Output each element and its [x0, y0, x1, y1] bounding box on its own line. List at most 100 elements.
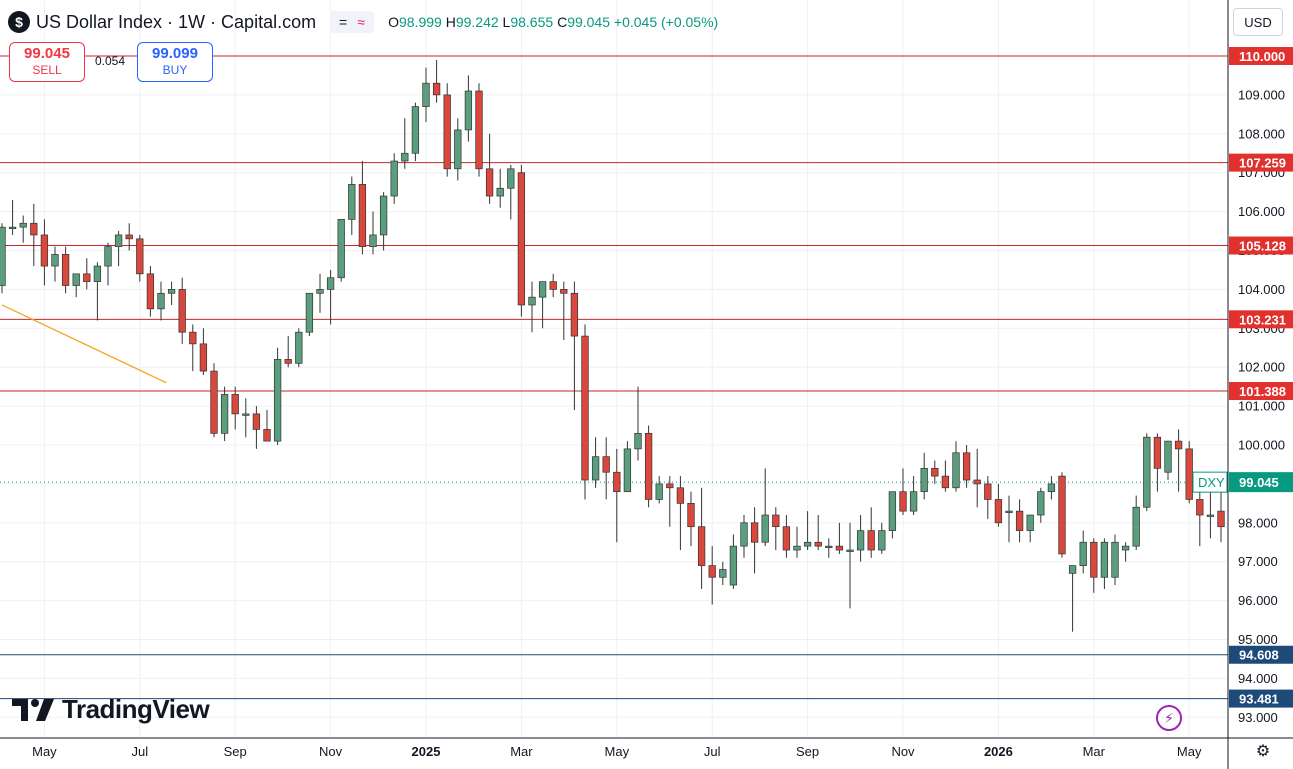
buy-price: 99.099 [152, 45, 198, 62]
x-tick-label: May [605, 744, 630, 759]
candle-body [443, 94, 451, 170]
candle-body [199, 343, 208, 372]
candle-body [825, 545, 833, 548]
level-label: 105.128 [1239, 239, 1286, 254]
chart-header: $ US Dollar Index · 1W · Capital.com = ≈… [8, 8, 718, 36]
candle-body [644, 432, 653, 500]
sell-price: 99.045 [24, 45, 70, 62]
last-price-tag-bg [1229, 472, 1293, 493]
lightning-icon[interactable]: ⚡ [1156, 705, 1182, 731]
candle-body [337, 219, 345, 279]
candle-body [719, 569, 727, 578]
candle-body [613, 471, 621, 493]
equals-icon[interactable]: = [339, 14, 348, 30]
candle-body [295, 331, 303, 364]
candle-body [1206, 514, 1215, 517]
currency-selector[interactable]: USD [1233, 8, 1283, 36]
level-label-bg [1229, 689, 1293, 708]
candle-body [40, 234, 49, 267]
candle-body [1111, 541, 1119, 578]
candle-body [136, 238, 144, 275]
candle-body [750, 522, 759, 543]
y-tick-label: 101.000 [1238, 399, 1285, 414]
candle-body [305, 292, 314, 333]
y-tick-label: 108.000 [1238, 126, 1285, 141]
y-tick-label: 95.000 [1238, 632, 1278, 647]
high-label: H [445, 14, 456, 30]
candle-body [93, 265, 102, 282]
change-value: +0.045 (+0.05%) [613, 14, 719, 30]
close-value: 99.045 [567, 14, 611, 30]
y-tick-label: 102.000 [1238, 360, 1285, 375]
high-value: 99.242 [455, 14, 499, 30]
trend-line [1, 304, 167, 384]
candle-body [273, 359, 282, 442]
candle-body [379, 195, 388, 236]
level-label: 94.608 [1239, 648, 1279, 663]
x-tick-label: May [32, 744, 57, 759]
symbol-tag: DXY [1198, 475, 1225, 490]
x-tick-label: Mar [1083, 744, 1106, 759]
candle-body [634, 432, 642, 450]
candle-body [899, 491, 907, 512]
candle-body [782, 526, 791, 551]
candle-body [83, 273, 91, 282]
candle-body [581, 335, 589, 481]
candle-body [1058, 475, 1066, 555]
candle-body [528, 296, 536, 306]
x-tick-label: 2025 [412, 744, 441, 759]
gear-icon[interactable]: ⚙ [1255, 743, 1271, 760]
y-tick-label: 98.000 [1238, 515, 1278, 530]
level-label: 110.000 [1239, 49, 1285, 64]
approx-icon[interactable]: ≈ [357, 14, 365, 30]
candle-body [697, 526, 706, 566]
candle-body [157, 292, 165, 310]
candle-body [1196, 499, 1204, 516]
candle-body [973, 479, 981, 485]
level-label-bg [1229, 382, 1293, 401]
candle-body [856, 530, 865, 551]
tradingview-logo-icon [12, 698, 54, 721]
candle-body [708, 565, 716, 578]
candle-body [560, 289, 568, 294]
candle-body [30, 222, 38, 236]
x-tick-label: Nov [319, 744, 343, 759]
candle-body [931, 467, 939, 477]
candle-body [104, 246, 112, 267]
candle-body [793, 545, 801, 551]
candle-body [220, 394, 229, 434]
y-tick-label: 96.000 [1238, 593, 1278, 608]
sell-button[interactable]: 99.045 SELL [9, 42, 85, 82]
x-tick-label: May [1177, 744, 1202, 759]
level-label: 101.388 [1239, 384, 1286, 399]
candle-body [485, 168, 494, 197]
time-axis-panel [0, 738, 1293, 769]
candle-body [252, 413, 261, 430]
y-tick-label: 93.000 [1238, 710, 1278, 725]
close-label: C [557, 14, 568, 30]
candle-body [570, 292, 579, 337]
candle-body [655, 483, 663, 500]
low-value: 98.655 [510, 14, 554, 30]
candle-body [263, 429, 271, 442]
candle-body [358, 184, 367, 247]
candle-body [8, 226, 17, 230]
candle-body [952, 452, 960, 489]
candle-body [729, 545, 738, 586]
level-label-bg [1229, 310, 1293, 329]
x-tick-label: Sep [224, 744, 247, 759]
candle-body [475, 90, 483, 170]
dollar-icon: $ [8, 11, 30, 33]
candle-body [422, 82, 430, 107]
candle-body [146, 273, 155, 310]
candle-body [178, 289, 186, 333]
buy-button[interactable]: 99.099 BUY [137, 42, 213, 82]
candle-body [994, 499, 1003, 524]
candle-body [878, 530, 886, 551]
chart-title[interactable]: US Dollar Index · 1W · Capital.com [36, 11, 317, 32]
candle-body [210, 370, 218, 434]
candle-body [167, 289, 176, 294]
header-toggle[interactable]: = ≈ [330, 11, 375, 33]
candle-body [496, 187, 504, 197]
